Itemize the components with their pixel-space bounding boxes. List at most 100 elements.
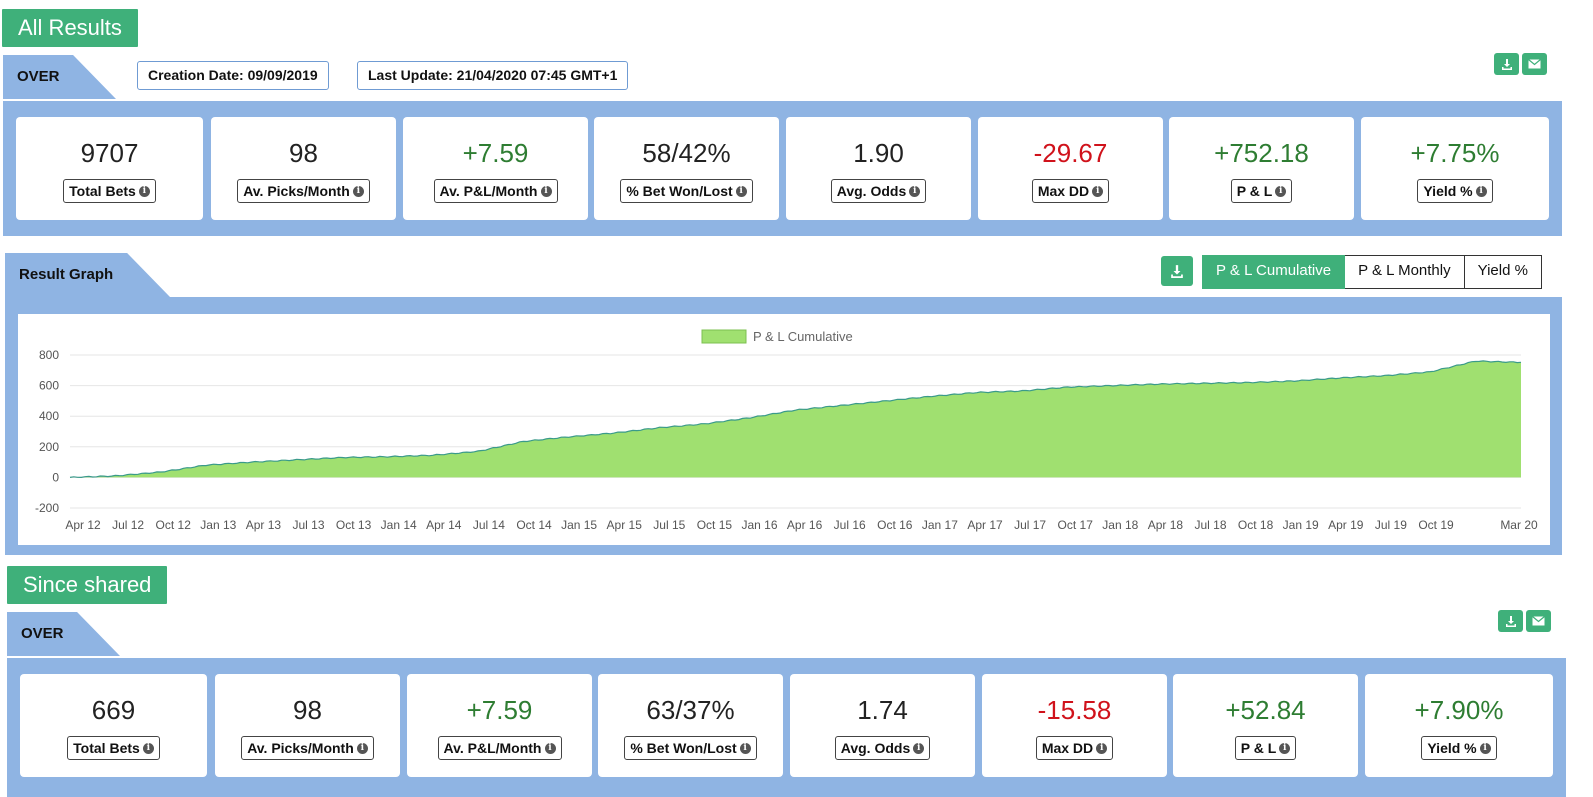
all-results-title: All Results <box>2 9 138 47</box>
info-icon[interactable]: i <box>1096 742 1108 754</box>
stat-label[interactable]: Av. Picks/Month i <box>237 179 370 203</box>
x-tick-label: Apr 17 <box>967 518 1003 532</box>
info-icon[interactable]: i <box>1279 742 1291 754</box>
since-shared-title: Since shared <box>7 566 168 604</box>
stat-value: 669 <box>91 695 136 725</box>
stat-value: 9707 <box>80 138 139 168</box>
since-shared-stats-band: 669 Total Bets i 98 Av. Picks/Month i +7.59 Av.… <box>7 658 1566 797</box>
x-tick-label: Apr 13 <box>246 518 282 532</box>
stat-value: +7.75% <box>1410 138 1500 168</box>
stat-value: -15.58 <box>1037 695 1112 725</box>
stat-label[interactable]: % Bet Won/Lost i <box>620 179 753 203</box>
info-icon[interactable]: i <box>1475 185 1487 197</box>
info-icon[interactable]: i <box>1092 185 1104 197</box>
stat-label[interactable]: Av. Picks/Month i <box>241 736 374 760</box>
stat-label[interactable]: Avg. Odds i <box>830 179 927 203</box>
info-icon[interactable]: i <box>1479 742 1491 754</box>
x-tick-label: Jan 15 <box>561 518 597 532</box>
y-tick-label: 600 <box>39 379 59 393</box>
x-tick-label: Jul 14 <box>473 518 505 532</box>
stat-value: +7.59 <box>462 138 529 168</box>
series-line <box>69 360 1522 479</box>
x-tick-label: Oct 18 <box>1238 518 1274 532</box>
yield-button[interactable]: Yield % <box>1464 255 1542 289</box>
stat-card: +7.59 Av. P&L/Month i <box>407 674 592 777</box>
info-icon[interactable]: i <box>735 185 747 197</box>
stat-card: 98 Av. Picks/Month i <box>215 674 400 777</box>
info-icon[interactable]: i <box>739 742 751 754</box>
x-tick-label: Apr 19 <box>1328 518 1364 532</box>
stat-label[interactable]: Max DD i <box>1035 736 1114 760</box>
x-tick-label: Oct 14 <box>516 518 552 532</box>
email-button-since-shared[interactable] <box>1526 610 1551 632</box>
stat-label[interactable]: Yield % i <box>1417 179 1493 203</box>
stat-value: 98 <box>293 695 322 725</box>
info-icon[interactable]: i <box>352 185 364 197</box>
stat-label[interactable]: Total Bets i <box>63 179 156 203</box>
stat-card: 63/37% % Bet Won/Lost i <box>598 674 783 777</box>
stat-value: 98 <box>289 138 318 168</box>
x-tick-label: Mar 20 <box>1500 518 1538 532</box>
x-tick-label: Jan 17 <box>922 518 958 532</box>
x-tick-label: Jan 18 <box>1102 518 1138 532</box>
stat-card: 58/42% % Bet Won/Lost i <box>594 117 779 220</box>
stat-label-text: Max DD <box>1037 183 1090 199</box>
x-tick-label: Jan 13 <box>200 518 236 532</box>
stat-label-text: Av. P&L/Month <box>443 740 542 756</box>
email-button[interactable] <box>1522 53 1547 75</box>
stat-card: 9707 Total Bets i <box>16 117 203 220</box>
x-tick-label: Jan 16 <box>741 518 777 532</box>
info-icon[interactable]: i <box>356 742 368 754</box>
y-tick-label: 0 <box>52 470 59 484</box>
download-icon <box>1501 59 1512 70</box>
stat-label[interactable]: Av. P&L/Month i <box>437 736 562 760</box>
stat-value: +52.84 <box>1225 695 1306 725</box>
info-icon[interactable]: i <box>909 185 921 197</box>
stat-label[interactable]: Total Bets i <box>67 736 160 760</box>
info-icon[interactable]: i <box>913 742 925 754</box>
info-icon[interactable]: i <box>540 185 552 197</box>
download-icon <box>1171 265 1183 278</box>
legend-swatch <box>701 329 747 344</box>
stat-label[interactable]: Max DD i <box>1031 179 1110 203</box>
stat-label-text: Max DD <box>1041 740 1094 756</box>
x-tick-label: Jul 12 <box>112 518 144 532</box>
pl-monthly-button[interactable]: P & L Monthly <box>1345 255 1465 289</box>
stat-label-text: Av. Picks/Month <box>243 183 350 199</box>
over-tab-since-shared: OVER <box>7 612 120 656</box>
graph-download-button[interactable] <box>1161 256 1193 286</box>
x-tick-label: Oct 19 <box>1418 518 1454 532</box>
stat-label[interactable]: Avg. Odds i <box>834 736 931 760</box>
info-icon[interactable]: i <box>142 742 154 754</box>
pl-cumulative-chart: P & L Cumulative 800 600 400 200 0 -200 Apr 12… <box>35 329 1538 532</box>
stat-value: 1.74 <box>857 695 908 725</box>
y-tick-label: 800 <box>39 348 59 362</box>
x-tick-label: Jul 19 <box>1375 518 1407 532</box>
stat-label[interactable]: % Bet Won/Lost i <box>624 736 757 760</box>
download-button-since-shared[interactable] <box>1498 610 1523 632</box>
pl-cumulative-button[interactable]: P & L Cumulative <box>1202 255 1346 289</box>
stat-label-text: Av. P&L/Month <box>439 183 538 199</box>
stat-value: -29.67 <box>1033 138 1108 168</box>
download-button[interactable] <box>1494 53 1519 75</box>
stat-label[interactable]: Av. P&L/Month i <box>433 179 558 203</box>
download-icon <box>1505 616 1516 627</box>
info-icon[interactable]: i <box>544 742 556 754</box>
stat-label-text: % Bet Won/Lost <box>626 183 733 199</box>
legend-label: P & L Cumulative <box>753 329 853 344</box>
x-tick-label: Oct 16 <box>877 518 913 532</box>
all-results-stats-band: 9707 Total Bets i 98 Av. Picks/Month i +7.59 Av… <box>3 101 1562 236</box>
x-tick-label: Jul 16 <box>834 518 866 532</box>
stat-label[interactable]: Yield % i <box>1421 736 1497 760</box>
info-icon[interactable]: i <box>138 185 150 197</box>
stat-value: 58/42% <box>642 138 731 168</box>
stat-label-text: Avg. Odds <box>836 183 907 199</box>
x-tick-label: Jul 17 <box>1014 518 1046 532</box>
stat-label-text: Yield % <box>1423 183 1473 199</box>
stat-value: 1.90 <box>853 138 904 168</box>
x-tick-label: Apr 16 <box>787 518 823 532</box>
info-icon[interactable]: i <box>1275 185 1287 197</box>
